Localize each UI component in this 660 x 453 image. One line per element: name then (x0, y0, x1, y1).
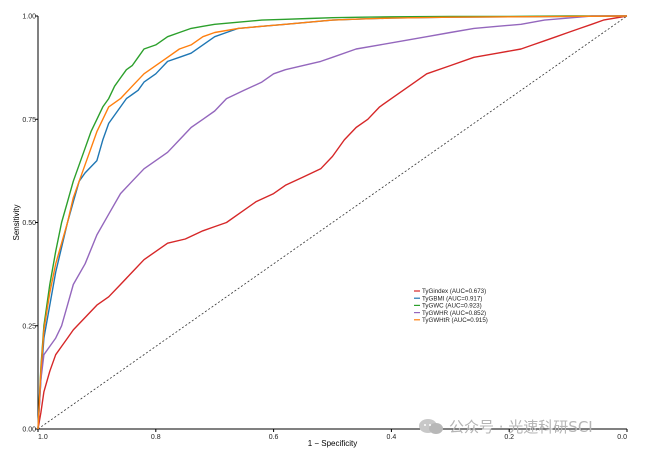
watermark: 公众号 · 光速科研SCI (418, 416, 593, 437)
x-axis-title: 1 − Specificity (308, 439, 358, 448)
y-axis-title: Sensitivity (12, 204, 21, 240)
roc-curve-series-3 (37, 15, 627, 430)
y-tick-label: 0.50 (22, 220, 36, 227)
x-tick-label: 1.0 (38, 434, 48, 441)
legend-label: TyGindex (AUC=0.673) (422, 288, 486, 295)
roc-curve-series-1 (37, 15, 628, 430)
legend-label: TyGBMI (AUC=0.917) (422, 295, 482, 302)
legend-label: TyGWHR (AUC=0.852) (422, 310, 486, 317)
roc-curve-series-5 (37, 15, 628, 430)
wechat-icon (419, 419, 443, 434)
legend-label: TyGWC (AUC=0.923) (422, 303, 482, 310)
plot-area (37, 15, 628, 430)
x-tick-label: 0.8 (151, 434, 161, 441)
y-tick-label: 0.75 (22, 117, 36, 124)
watermark-text: 公众号 · 光速科研SCI (449, 418, 593, 436)
axes: 1.0 0.8 0.6 0.4 0.2 0.0 0.00 0.25 0.50 0.75 1.00 1 … (12, 14, 628, 448)
roc-curve-series-4 (37, 15, 627, 430)
x-tick-label: 0.0 (617, 434, 627, 441)
legend: TyGindex (AUC=0.673)TyGBMI (AUC=0.917)Ty… (414, 288, 488, 324)
x-tick-label: 0.2 (504, 434, 514, 441)
y-tick-label: 0.00 (22, 427, 36, 434)
y-tick-label: 1.00 (22, 14, 36, 21)
y-tick-label: 0.25 (22, 323, 36, 330)
x-tick-label: 0.4 (387, 434, 397, 441)
roc-curve-series-2 (37, 15, 628, 430)
x-tick-label: 0.6 (269, 434, 279, 441)
reference-diagonal (37, 15, 628, 430)
legend-label: TyGWHtR (AUC=0.915) (422, 317, 488, 324)
